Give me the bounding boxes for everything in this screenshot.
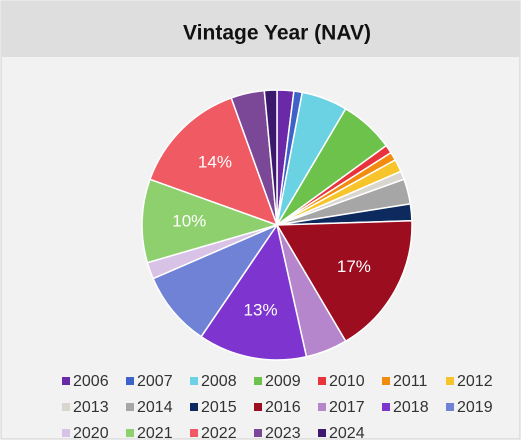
legend-label: 2007 xyxy=(137,373,173,390)
legend-label: 2013 xyxy=(73,399,109,416)
legend-label: 2016 xyxy=(265,399,301,416)
legend-swatch xyxy=(382,377,390,385)
data-label: 10% xyxy=(172,212,206,231)
pie-slice xyxy=(275,219,413,343)
pie-slice xyxy=(263,89,278,226)
legend-swatch xyxy=(254,429,262,437)
legend-label: 2008 xyxy=(201,373,237,390)
pie-slice xyxy=(200,223,308,361)
legend-swatch xyxy=(126,429,134,437)
legend-label: 2011 xyxy=(393,373,428,390)
legend-label: 2006 xyxy=(73,373,109,390)
data-label: 17% xyxy=(337,257,371,276)
legend-swatch xyxy=(446,377,454,385)
data-label: 13% xyxy=(244,301,278,320)
legend-label: 2014 xyxy=(137,399,173,416)
legend-label: 2021 xyxy=(137,425,173,440)
legend-label: 2017 xyxy=(329,399,365,416)
legend-label: 2018 xyxy=(393,399,429,416)
legend-swatch xyxy=(62,403,70,411)
legend-swatch xyxy=(382,403,390,411)
legend-label: 2020 xyxy=(73,425,109,440)
legend-swatch xyxy=(318,377,326,385)
legend-label: 2015 xyxy=(201,399,237,416)
legend-label: 2023 xyxy=(265,425,301,440)
legend-label: 2019 xyxy=(457,399,493,416)
legend-swatch xyxy=(254,377,262,385)
chart-title: Vintage Year (NAV) xyxy=(183,22,371,45)
legend-label: 2022 xyxy=(201,425,237,440)
legend-label: 2009 xyxy=(265,373,301,390)
legend-swatch xyxy=(190,403,198,411)
legend-swatch xyxy=(254,403,262,411)
legend-swatch xyxy=(62,377,70,385)
legend-swatch xyxy=(318,429,326,437)
legend-swatch xyxy=(62,429,70,437)
legend-swatch xyxy=(126,377,134,385)
title-bar xyxy=(1,1,520,57)
legend-swatch xyxy=(126,403,134,411)
legend-swatch xyxy=(190,429,198,437)
legend-label: 2012 xyxy=(457,373,493,390)
data-label: 14% xyxy=(198,152,232,171)
legend-swatch xyxy=(446,403,454,411)
pie-slice xyxy=(149,97,279,227)
legend-swatch xyxy=(190,377,198,385)
legend-swatch xyxy=(318,403,326,411)
pie-slice xyxy=(141,178,280,264)
legend-label: 2010 xyxy=(329,373,365,390)
legend-label: 2024 xyxy=(329,425,365,440)
